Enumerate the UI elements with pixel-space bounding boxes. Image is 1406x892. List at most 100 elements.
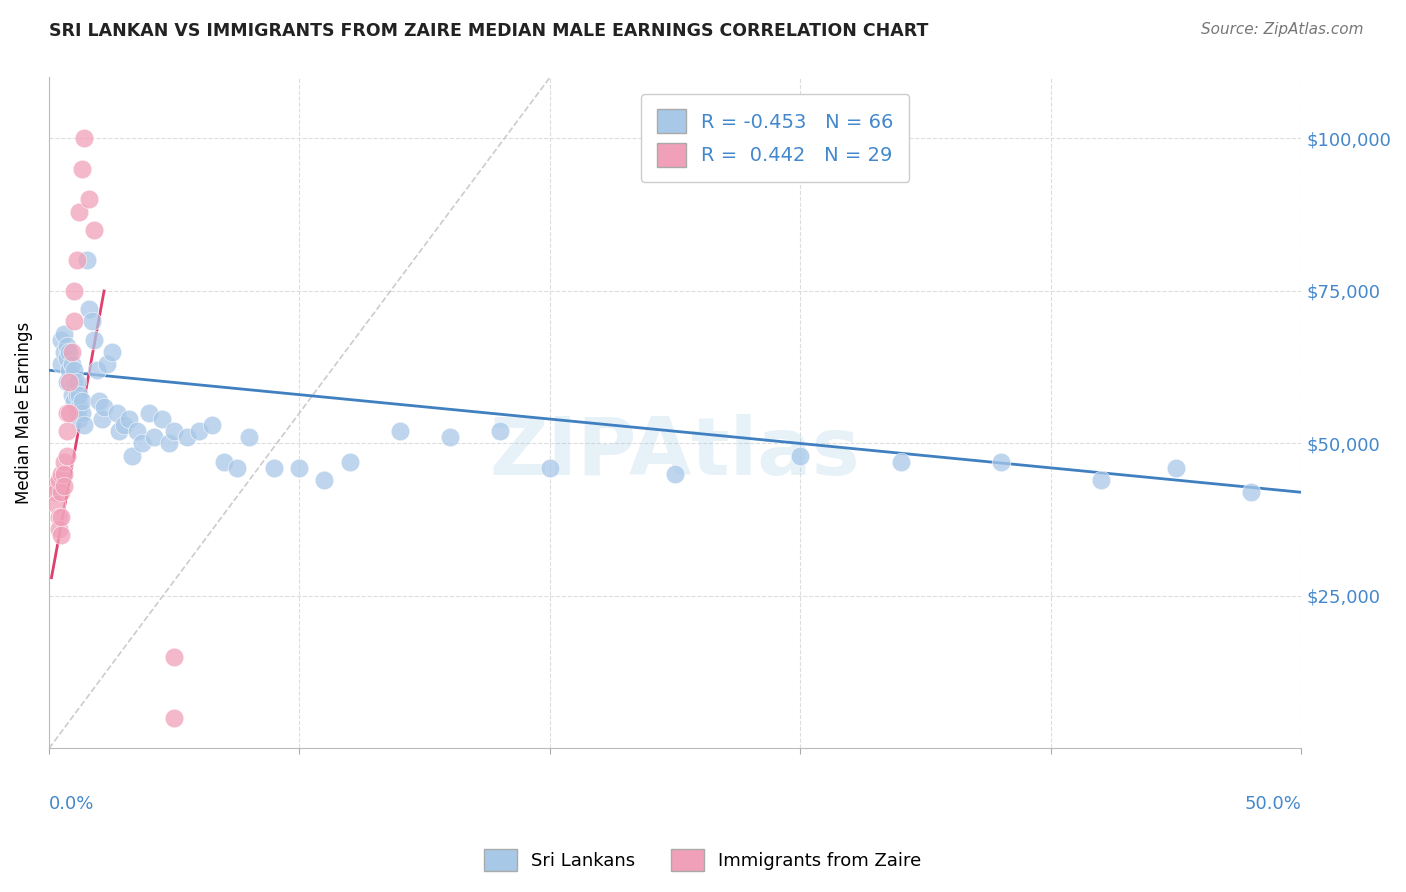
Point: [93, 400, 115, 414]
Point: [48, 509, 70, 524]
Point: [83, 333, 105, 347]
Point: [63, 376, 86, 390]
Point: [70, 161, 93, 176]
Point: [143, 430, 166, 444]
Point: [439, 430, 461, 444]
Text: ZIPAtlas: ZIPAtlas: [489, 414, 860, 492]
Point: [70, 406, 93, 420]
Point: [889, 455, 911, 469]
Point: [51, 333, 73, 347]
Point: [67, 400, 90, 414]
Point: [125, 424, 148, 438]
Point: [157, 436, 180, 450]
Point: [214, 455, 236, 469]
Point: [163, 711, 186, 725]
Text: 0.0%: 0.0%: [49, 796, 94, 814]
Point: [42, 479, 65, 493]
Point: [1090, 473, 1112, 487]
Point: [60, 357, 83, 371]
Point: [55, 406, 77, 420]
Point: [131, 436, 153, 450]
Point: [789, 449, 811, 463]
Point: [188, 424, 211, 438]
Point: [53, 345, 76, 359]
Point: [163, 424, 186, 438]
Point: [339, 455, 361, 469]
Point: [108, 424, 131, 438]
Point: [60, 387, 83, 401]
Point: [990, 455, 1012, 469]
Point: [58, 406, 80, 420]
Point: [538, 461, 561, 475]
Text: Source: ZipAtlas.com: Source: ZipAtlas.com: [1201, 22, 1364, 37]
Y-axis label: Median Male Earnings: Median Male Earnings: [15, 322, 32, 504]
Point: [90, 412, 112, 426]
Point: [73, 131, 96, 145]
Point: [83, 223, 105, 237]
Point: [664, 467, 686, 481]
Point: [225, 461, 247, 475]
Legend: R = -0.453   N = 66, R =  0.442   N = 29: R = -0.453 N = 66, R = 0.442 N = 29: [641, 94, 910, 182]
Point: [48, 473, 70, 487]
Point: [138, 406, 160, 420]
Point: [70, 393, 93, 408]
Point: [53, 467, 76, 481]
Point: [67, 204, 90, 219]
Point: [55, 424, 77, 438]
Point: [65, 376, 87, 390]
Point: [45, 498, 67, 512]
Point: [63, 363, 86, 377]
Point: [1240, 485, 1263, 500]
Point: [96, 357, 118, 371]
Text: 50.0%: 50.0%: [1244, 796, 1302, 814]
Point: [53, 479, 76, 493]
Point: [80, 314, 103, 328]
Point: [60, 345, 83, 359]
Point: [53, 326, 76, 341]
Point: [67, 412, 90, 426]
Point: [51, 485, 73, 500]
Point: [67, 387, 90, 401]
Point: [51, 467, 73, 481]
Point: [58, 376, 80, 390]
Point: [55, 351, 77, 365]
Point: [55, 376, 77, 390]
Point: [58, 345, 80, 359]
Point: [51, 357, 73, 371]
Point: [58, 363, 80, 377]
Point: [63, 314, 86, 328]
Point: [105, 406, 128, 420]
Point: [100, 345, 122, 359]
Point: [87, 393, 110, 408]
Point: [48, 522, 70, 536]
Point: [65, 253, 87, 268]
Point: [63, 393, 86, 408]
Point: [112, 418, 135, 433]
Point: [118, 412, 141, 426]
Point: [73, 418, 96, 433]
Point: [121, 449, 143, 463]
Point: [77, 302, 100, 317]
Point: [201, 418, 224, 433]
Point: [55, 339, 77, 353]
Point: [45, 485, 67, 500]
Point: [1164, 461, 1187, 475]
Point: [388, 424, 411, 438]
Point: [288, 461, 311, 475]
Point: [150, 412, 173, 426]
Point: [51, 509, 73, 524]
Point: [314, 473, 336, 487]
Point: [488, 424, 510, 438]
Point: [86, 363, 108, 377]
Point: [76, 253, 98, 268]
Point: [53, 455, 76, 469]
Legend: Sri Lankans, Immigrants from Zaire: Sri Lankans, Immigrants from Zaire: [477, 842, 929, 879]
Point: [163, 650, 186, 665]
Point: [65, 387, 87, 401]
Point: [65, 406, 87, 420]
Point: [176, 430, 198, 444]
Point: [238, 430, 260, 444]
Point: [77, 193, 100, 207]
Point: [263, 461, 285, 475]
Point: [55, 449, 77, 463]
